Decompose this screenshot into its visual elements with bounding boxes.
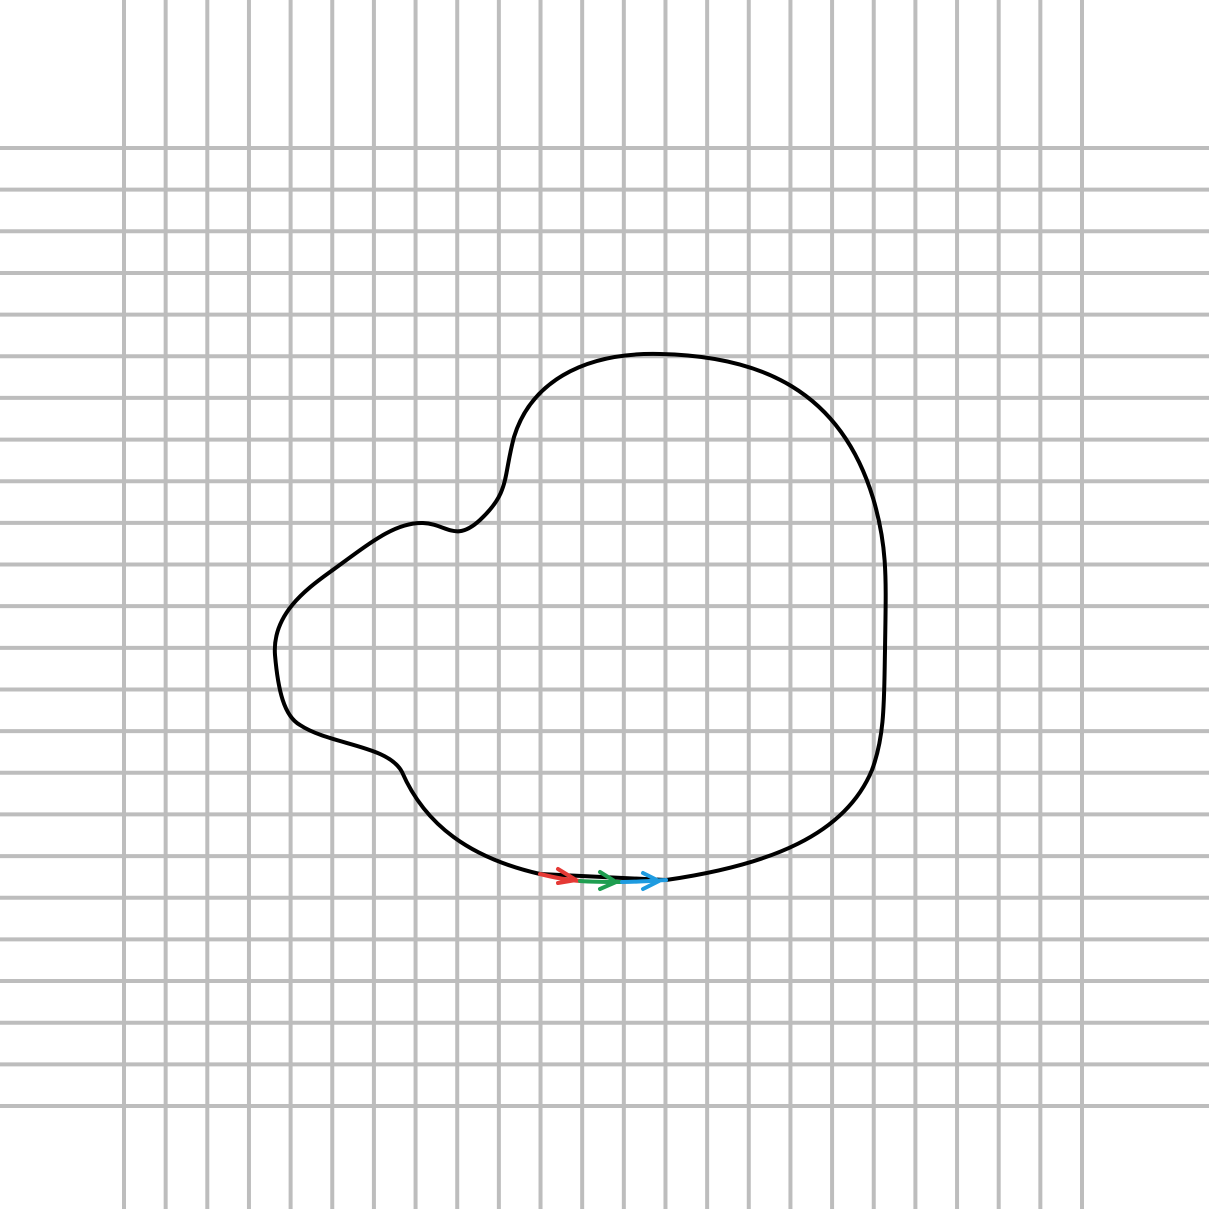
closed-curve (272, 351, 888, 882)
horizontal-grid-lines (0, 146, 1209, 1108)
blue-curve-segment (620, 878, 668, 884)
arrow-right-icon (556, 867, 578, 885)
arrow-right-icon (641, 871, 661, 891)
arrow-right-icon (598, 870, 618, 891)
direction-arrow-segments (538, 867, 668, 891)
green-curve-segment (578, 879, 624, 884)
